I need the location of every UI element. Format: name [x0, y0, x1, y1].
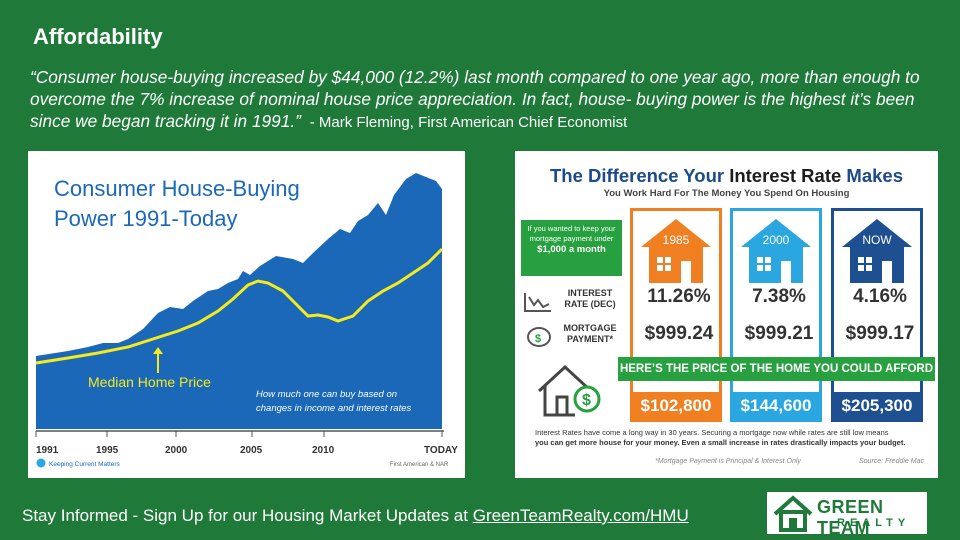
- buying-power-chart: 1991 1995 2000 2005 2010 TODAY Median Ho…: [35, 173, 458, 468]
- payment-goal-text: If you wanted to keep your mortgage paym…: [527, 224, 616, 243]
- source-credit: First American & NAR: [390, 462, 449, 468]
- infographic-subtitle: You Work Hard For The Money You Spend On…: [603, 188, 850, 199]
- median-price-label: Median Home Price: [88, 374, 211, 390]
- infographic-note-line1: Interest Rates have come a long way in 3…: [535, 428, 889, 437]
- mortgage-payment-row-label: MORTGAGE PAYMENT*: [563, 323, 617, 344]
- payment-goal-box: If you wanted to keep your mortgage paym…: [521, 220, 622, 276]
- column-now: NOW 4.16% $999.17: [831, 208, 923, 422]
- footer: Stay Informed - Sign Up for our Housing …: [22, 506, 689, 526]
- chart-title: Consumer House-Buying Power 1991-Today: [54, 174, 300, 234]
- buying-power-area: [36, 173, 442, 429]
- source-brand: Keeping Current Matters: [49, 461, 121, 468]
- slide-title: Affordability: [33, 24, 163, 49]
- col-year-2000: 2000: [763, 233, 790, 247]
- quote: “Consumer house-buying increased by $44,…: [30, 66, 930, 134]
- interest-rate-infographic: The Difference Your Interest Rate Makes …: [515, 151, 938, 478]
- infographic-note-line2: you can get more house for your money. E…: [535, 437, 906, 447]
- chart-note-line1: How much one can buy based on: [256, 389, 397, 400]
- price-now: $205,300: [831, 392, 923, 420]
- x-tick-label: 2000: [165, 445, 188, 456]
- rate-chart-icon: [524, 293, 551, 312]
- x-tick-label: TODAY: [424, 445, 458, 456]
- price-banner: HERE’S THE PRICE OF THE HOME YOU COULD A…: [618, 357, 935, 381]
- infographic-title-suffix: Makes: [841, 165, 903, 186]
- price-2000: $144,600: [730, 392, 822, 420]
- kcm-logo-icon: [36, 458, 46, 468]
- house-dollar-icon: $: [537, 364, 601, 417]
- house-1985-icon: 1985: [641, 219, 711, 283]
- payment-1985: $999.24: [644, 323, 714, 344]
- buying-power-chart-panel: 1991 1995 2000 2005 2010 TODAY Median Ho…: [28, 151, 465, 478]
- x-tick-label: 1995: [96, 445, 119, 456]
- infographic-source: Source: Freddie Mac: [859, 458, 924, 465]
- svg-text:$: $: [535, 333, 541, 345]
- x-ticks: [35, 431, 443, 437]
- green-team-logo: GREEN TEAM REALTY: [767, 492, 927, 538]
- quote-attribution: - Mark Fleming, First American Chief Eco…: [309, 114, 628, 131]
- col-year-now: NOW: [862, 233, 892, 247]
- price-1985: $102,800: [630, 392, 722, 420]
- footer-text: Stay Informed - Sign Up for our Housing …: [22, 506, 468, 525]
- payment-now: $999.17: [845, 323, 915, 344]
- chart-note-line2: changes in income and interest rates: [256, 403, 412, 414]
- column-1985: 1985 11.26% $999.24: [630, 208, 722, 422]
- svg-text:$: $: [582, 392, 591, 409]
- piggy-bank-icon: $: [527, 327, 551, 347]
- quote-text: “Consumer house-buying increased by $44,…: [30, 67, 920, 131]
- house-now-icon: NOW: [842, 219, 912, 283]
- payment-2000: $999.21: [744, 323, 814, 344]
- median-price-line: [35, 247, 444, 365]
- footer-link[interactable]: GreenTeamRealty.com/HMU: [472, 506, 689, 525]
- column-2000: 2000 7.38% $999.21: [730, 208, 822, 422]
- rate-now: 4.16%: [853, 286, 907, 307]
- rate-2000: 7.38%: [752, 286, 806, 307]
- chart-title-line1: Consumer House-Buying: [54, 176, 300, 201]
- infographic-title-prefix: The Difference Your: [549, 165, 730, 186]
- logo-line2: REALTY: [837, 517, 911, 529]
- logo-house-icon: [773, 495, 813, 532]
- payment-goal-amount: $1,000 a month: [537, 244, 606, 255]
- rate-1985: 11.26%: [647, 286, 711, 307]
- interest-rate-row-label: INTEREST RATE (DEC): [564, 288, 616, 309]
- x-tick-label: 2010: [312, 445, 335, 456]
- house-2000-icon: 2000: [741, 219, 811, 283]
- logo-line1: GREEN TEAM: [817, 497, 884, 538]
- infographic-title: The Difference Your Interest Rate Makes: [515, 165, 938, 187]
- infographic-footnote: *Mortgage Payment is Principal & Interes…: [655, 458, 801, 465]
- col-year-1985: 1985: [663, 233, 690, 247]
- infographic-title-highlight: Interest Rate: [729, 165, 842, 186]
- x-tick-label: 1991: [36, 445, 59, 456]
- x-tick-label: 2005: [240, 445, 263, 456]
- median-arrow-head: [153, 347, 163, 354]
- chart-title-line2: Power 1991-Today: [54, 206, 238, 231]
- infographic-note: Interest Rates have come a long way in 3…: [535, 428, 930, 447]
